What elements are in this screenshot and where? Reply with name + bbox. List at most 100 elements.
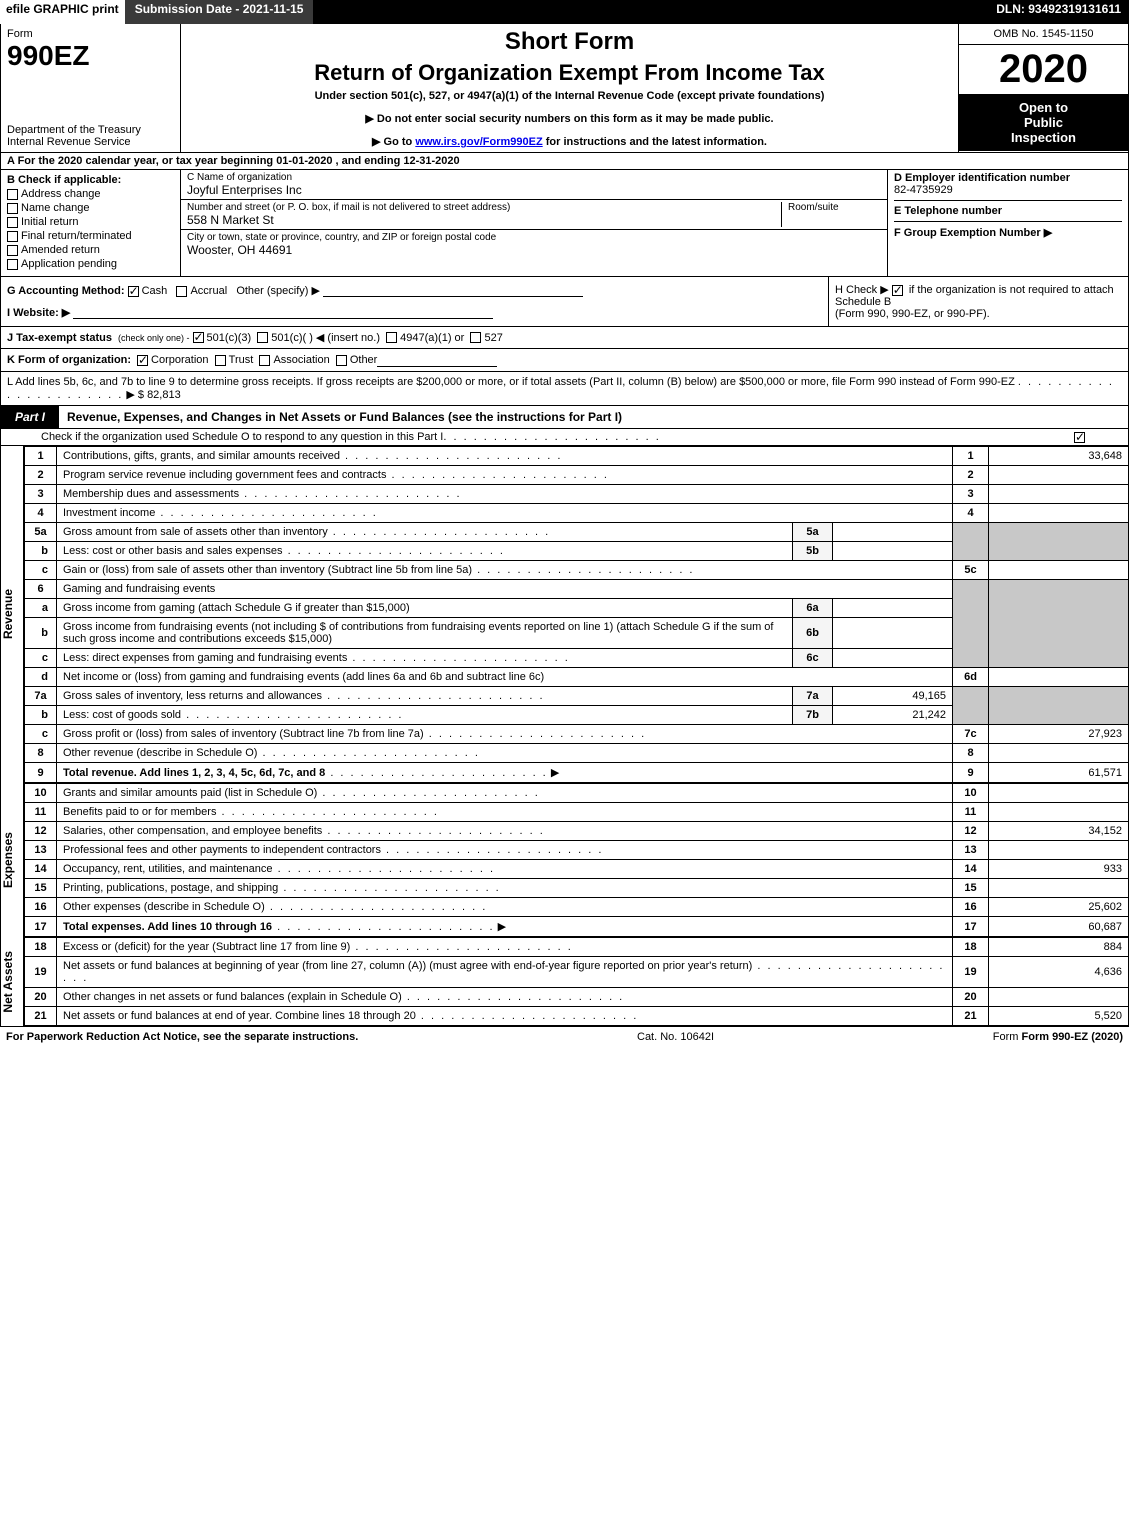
netassets-side-label: Net Assets	[1, 937, 24, 1026]
other-specify-field[interactable]	[323, 283, 583, 297]
line-13: 13 Professional fees and other payments …	[25, 841, 1129, 860]
h-text3: (Form 990, 990-EZ, or 990-PF).	[835, 308, 990, 320]
tax-year: 2020	[959, 45, 1128, 94]
i-label: I Website: ▶	[7, 307, 70, 319]
cb-cash[interactable]	[128, 286, 139, 297]
org-name-label: C Name of organization	[187, 172, 881, 183]
g-label: G Accounting Method:	[7, 285, 125, 297]
line-4: 4 Investment income 4	[25, 504, 1129, 523]
expenses-section: Expenses 10 Grants and similar amounts p…	[0, 783, 1129, 937]
inspection-box: Open to Public Inspection	[959, 94, 1128, 151]
line-12: 12 Salaries, other compensation, and emp…	[25, 822, 1129, 841]
netassets-table: 18 Excess or (deficit) for the year (Sub…	[24, 937, 1129, 1026]
dln-label: DLN: 93492319131611	[988, 0, 1129, 24]
h-text1: H Check ▶	[835, 284, 889, 296]
cb-schedule-o[interactable]	[1074, 432, 1085, 443]
addr-label: Number and street (or P. O. box, if mail…	[187, 202, 781, 213]
cb-4947[interactable]	[386, 332, 397, 343]
return-title: Return of Organization Exempt From Incom…	[189, 60, 950, 86]
part1-sub: Check if the organization used Schedule …	[0, 429, 1129, 446]
submission-date: Submission Date - 2021-11-15	[125, 0, 314, 24]
form-990ez-page: efile GRAPHIC print Submission Date - 20…	[0, 0, 1129, 1047]
header-center: Short Form Return of Organization Exempt…	[181, 24, 958, 152]
header-left: Form 990EZ Department of the Treasury In…	[1, 24, 181, 152]
inspection-line3: Inspection	[963, 130, 1124, 145]
gh-row: G Accounting Method: Cash Accrual Other …	[0, 277, 1129, 327]
website-field[interactable]	[73, 305, 493, 319]
cb-527[interactable]	[470, 332, 481, 343]
line-10: 10 Grants and similar amounts paid (list…	[25, 784, 1129, 803]
footer-right: Form Form 990-EZ (2020)	[993, 1031, 1123, 1043]
efile-label: efile GRAPHIC print	[0, 0, 125, 24]
line-6: 6 Gaming and fundraising events	[25, 580, 1129, 599]
line-21: 21 Net assets or fund balances at end of…	[25, 1007, 1129, 1026]
note-goto: ▶ Go to www.irs.gov/Form990EZ for instru…	[189, 135, 950, 148]
revenue-side-label: Revenue	[1, 446, 24, 783]
cb-initial-return[interactable]: Initial return	[7, 216, 174, 228]
line-20: 20 Other changes in net assets or fund b…	[25, 988, 1129, 1007]
cb-501c3[interactable]	[193, 332, 204, 343]
line-16: 16 Other expenses (describe in Schedule …	[25, 898, 1129, 917]
column-d: D Employer identification number 82-4735…	[888, 170, 1128, 276]
ein-block: D Employer identification number 82-4735…	[894, 172, 1122, 201]
cb-address-change[interactable]: Address change	[7, 188, 174, 200]
expenses-side-label: Expenses	[1, 783, 24, 937]
column-c: C Name of organization Joyful Enterprise…	[181, 170, 888, 276]
cb-association[interactable]	[259, 355, 270, 366]
bcd-block: B Check if applicable: Address change Na…	[0, 170, 1129, 277]
ein-label: D Employer identification number	[894, 172, 1122, 184]
cb-application-pending[interactable]: Application pending	[7, 258, 174, 270]
inspection-line1: Open to	[963, 100, 1124, 115]
group-exemption-block: F Group Exemption Number ▶	[894, 226, 1122, 239]
cb-final-return[interactable]: Final return/terminated	[7, 230, 174, 242]
cb-other-org[interactable]	[336, 355, 347, 366]
address-cell: Number and street (or P. O. box, if mail…	[181, 200, 887, 230]
irs-link[interactable]: www.irs.gov/Form990EZ	[415, 136, 542, 148]
line-17: 17 Total expenses. Add lines 10 through …	[25, 917, 1129, 937]
cb-amended-return[interactable]: Amended return	[7, 244, 174, 256]
row-j: J Tax-exempt status (check only one) - 5…	[0, 327, 1129, 349]
irs-label: Internal Revenue Service	[7, 136, 174, 148]
cb-name-change[interactable]: Name change	[7, 202, 174, 214]
room-label: Room/suite	[788, 202, 881, 213]
footer-mid: Cat. No. 10642I	[358, 1031, 992, 1043]
row-l: L Add lines 5b, 6c, and 7b to line 9 to …	[0, 372, 1129, 406]
line-1: 1 Contributions, gifts, grants, and simi…	[25, 447, 1129, 466]
line-7c: c Gross profit or (loss) from sales of i…	[25, 725, 1129, 744]
phone-block: E Telephone number	[894, 205, 1122, 222]
column-b: B Check if applicable: Address change Na…	[1, 170, 181, 276]
part1-title: Revenue, Expenses, and Changes in Net As…	[59, 406, 1128, 428]
note2-pre: ▶ Go to	[372, 136, 415, 148]
line-15: 15 Printing, publications, postage, and …	[25, 879, 1129, 898]
other-org-field[interactable]	[377, 353, 497, 367]
header-right: OMB No. 1545-1150 2020 Open to Public In…	[958, 24, 1128, 152]
line-19: 19 Net assets or fund balances at beginn…	[25, 957, 1129, 988]
revenue-table: 1 Contributions, gifts, grants, and simi…	[24, 446, 1129, 783]
cb-trust[interactable]	[215, 355, 226, 366]
cb-accrual[interactable]	[176, 286, 187, 297]
org-name-value: Joyful Enterprises Inc	[187, 183, 881, 197]
line-6d: d Net income or (loss) from gaming and f…	[25, 668, 1129, 687]
addr-value: 558 N Market St	[187, 213, 781, 227]
ein-value: 82-4735929	[894, 184, 1122, 196]
k-label: K Form of organization:	[7, 354, 131, 366]
l-amount: $ 82,813	[138, 389, 181, 401]
l-text: L Add lines 5b, 6c, and 7b to line 9 to …	[7, 376, 1015, 388]
form-word: Form	[7, 28, 174, 40]
cb-schedule-b[interactable]	[892, 285, 903, 296]
header-block: Form 990EZ Department of the Treasury In…	[0, 24, 1129, 153]
part1-sub-dots	[443, 431, 660, 443]
dept-label: Department of the Treasury	[7, 124, 174, 136]
omb-number: OMB No. 1545-1150	[959, 24, 1128, 45]
line-8: 8 Other revenue (describe in Schedule O)…	[25, 744, 1129, 763]
line-5c: c Gain or (loss) from sale of assets oth…	[25, 561, 1129, 580]
page-footer: For Paperwork Reduction Act Notice, see …	[0, 1026, 1129, 1047]
org-name-cell: C Name of organization Joyful Enterprise…	[181, 170, 887, 200]
netassets-section: Net Assets 18 Excess or (deficit) for th…	[0, 937, 1129, 1026]
row-a-text: A For the 2020 calendar year, or tax yea…	[7, 155, 460, 167]
line-9: 9 Total revenue. Add lines 1, 2, 3, 4, 5…	[25, 763, 1129, 783]
cb-501c[interactable]	[257, 332, 268, 343]
cb-corporation[interactable]	[137, 355, 148, 366]
j-label: J Tax-exempt status	[7, 332, 112, 344]
line-2: 2 Program service revenue including gove…	[25, 466, 1129, 485]
